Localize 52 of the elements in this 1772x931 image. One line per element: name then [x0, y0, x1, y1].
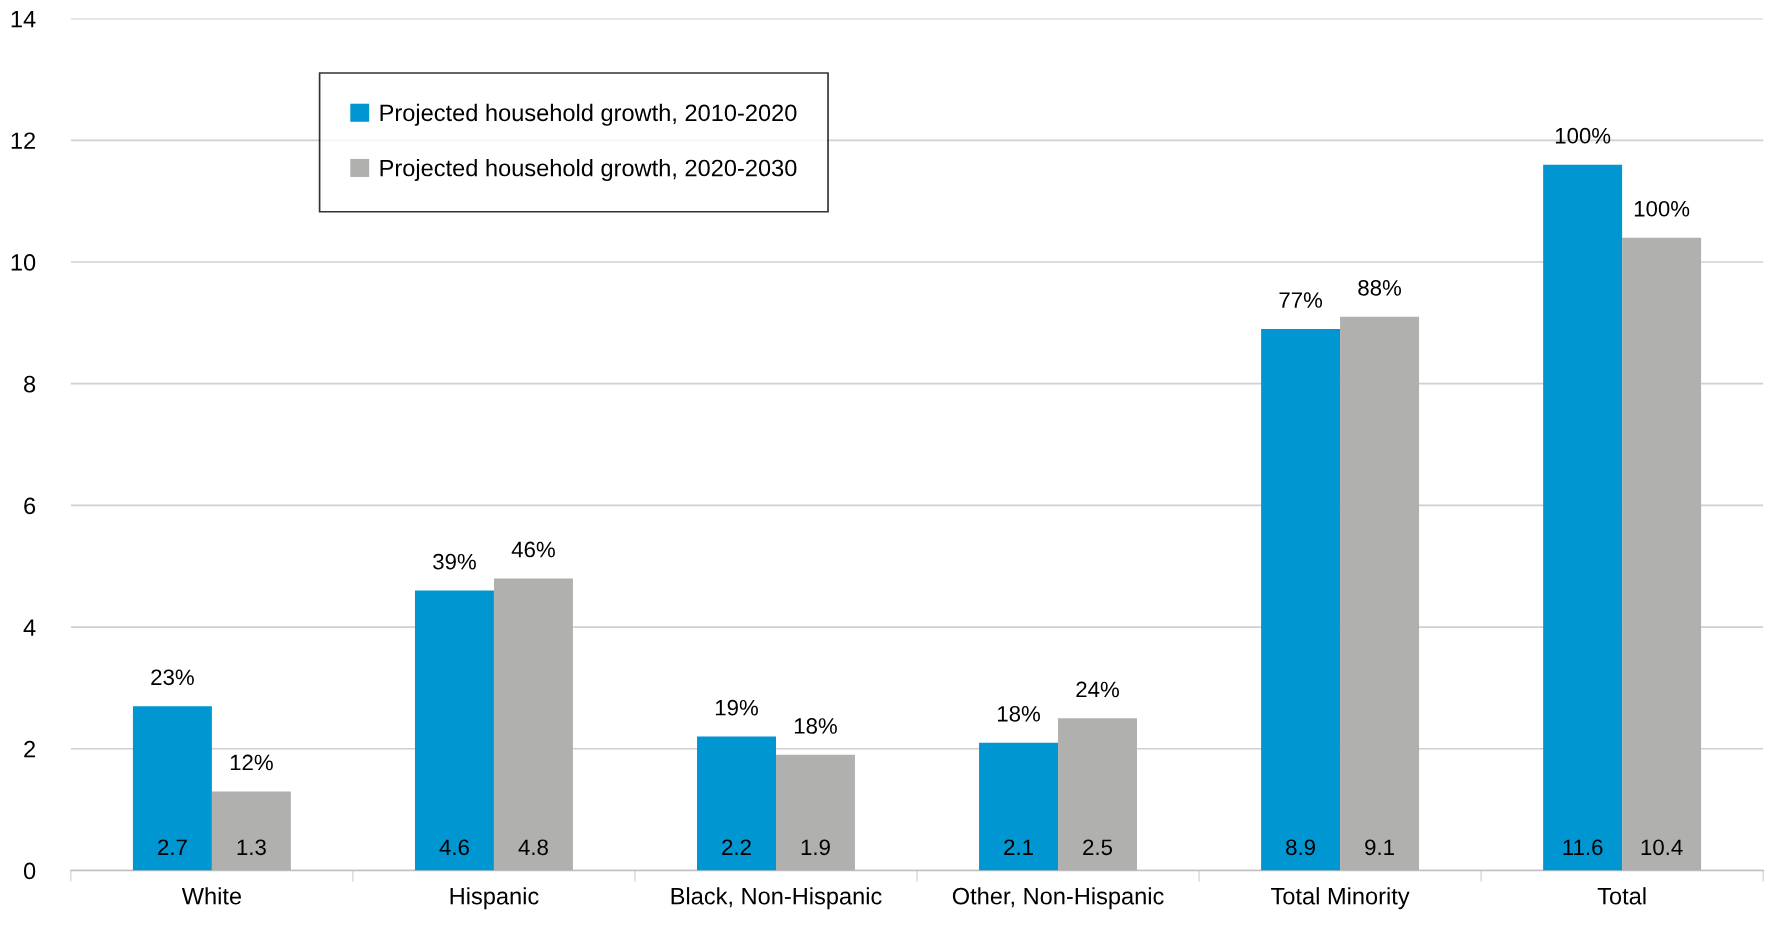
bar	[1058, 718, 1137, 871]
bar	[211, 791, 291, 871]
annotation: 100%	[1555, 127, 1611, 144]
bar	[132, 706, 212, 871]
annotation: 18%	[998, 705, 1040, 722]
x-tick-label: Total Minority	[1271, 887, 1410, 910]
y-tick-label: 14	[11, 10, 36, 28]
annotation: 19%	[715, 699, 758, 716]
annotation: 46%	[511, 541, 555, 558]
x-tick-label: Black, Non-Hispanic	[671, 887, 882, 910]
annotation: 23%	[151, 669, 194, 686]
bar	[1622, 237, 1702, 871]
y-tick-label: 6	[24, 497, 36, 515]
annotation: 24%	[1076, 681, 1119, 698]
bar	[1543, 164, 1623, 871]
x-tick-label: White	[181, 887, 242, 905]
bar	[697, 736, 776, 871]
annotation: 12%	[230, 754, 273, 771]
bar	[979, 742, 1059, 871]
legend-label: Projected household growth, 2010-2020	[380, 103, 797, 126]
y-tick-label: 8	[24, 375, 36, 393]
bar	[775, 754, 855, 871]
bar	[493, 578, 573, 871]
data-label: 2.1	[1004, 839, 1033, 855]
y-tick-label: 4	[23, 619, 36, 636]
data-label: 10.4	[1641, 839, 1683, 856]
annotation: 100%	[1634, 200, 1690, 217]
data-label: 2.2	[722, 839, 751, 855]
annotation: 77%	[1279, 292, 1323, 308]
data-label: 1.9	[801, 839, 830, 856]
y-tick-label: 2	[24, 740, 35, 758]
bar	[1261, 328, 1341, 871]
y-tick-label: 0	[23, 862, 36, 880]
x-tick-label: Other, Non-Hispanic	[952, 887, 1164, 910]
annotation: 88%	[1358, 279, 1402, 296]
data-label: 9.1	[1365, 839, 1394, 856]
data-label: 11.6	[1563, 839, 1603, 856]
annotation: 39%	[433, 553, 476, 570]
bar	[1340, 316, 1420, 871]
bar	[414, 590, 494, 871]
y-tick-label: 10	[11, 254, 36, 271]
y-tick-label: 12	[11, 132, 35, 149]
legend-label: Projected household growth, 2020-2030	[380, 159, 797, 182]
data-label: 4.6	[439, 839, 469, 856]
x-tick-label: Hispanic	[450, 887, 539, 910]
data-label: 1.3	[237, 839, 266, 856]
annotation: 18%	[794, 718, 837, 734]
data-label: 2.7	[158, 839, 187, 855]
data-label: 2.5	[1083, 839, 1113, 856]
data-label: 8.9	[1286, 839, 1315, 856]
x-tick-label: Total	[1597, 887, 1646, 905]
data-label: 4.8	[518, 839, 548, 856]
